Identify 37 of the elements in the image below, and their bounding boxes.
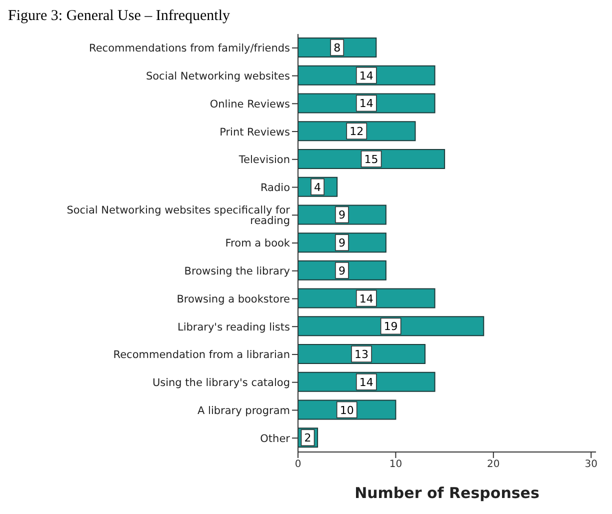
y-tick-label: A library program (198, 404, 290, 417)
x-tick-label: 10 (389, 459, 402, 470)
data-label: 15 (364, 152, 378, 166)
data-label: 9 (338, 264, 346, 278)
data-label: 12 (350, 125, 364, 138)
y-tick-label: Browsing a bookstore (176, 293, 290, 306)
data-label: 9 (338, 236, 346, 250)
y-tick-label: Recommendations from family/friends (89, 42, 290, 55)
y-tick-label: Print Reviews (220, 126, 290, 138)
y-tick-label: Television (238, 154, 290, 166)
y-tick-label: Library's reading lists (177, 321, 290, 334)
x-tick-label: 0 (294, 459, 302, 470)
data-label: 10 (340, 404, 354, 417)
data-label: 2 (304, 432, 312, 445)
data-label: 13 (354, 348, 369, 362)
y-tick-label: Using the library's catalog (152, 377, 290, 390)
bar (298, 316, 484, 336)
y-tick-label: Recommendation from a librarian (113, 349, 290, 362)
y-tick-label: Online Reviews (210, 98, 290, 110)
y-tick-label: Radio (260, 182, 290, 194)
data-label: 19 (384, 320, 398, 334)
data-label: 14 (359, 69, 374, 82)
y-tick-label: Social Networking websites specifically for reading (66, 204, 291, 228)
x-tick-label: 30 (584, 459, 598, 470)
y-tick-label: Social Networking websites (146, 70, 290, 83)
y-tick-label: Browsing the library (184, 266, 290, 278)
x-tick-label: 20 (487, 459, 500, 470)
text: Figure 3: General Use – Infrequently (8, 8, 232, 26)
data-label: 14 (359, 292, 374, 306)
data-label: 14 (359, 376, 374, 389)
y-tick-label: From a book (225, 238, 291, 250)
data-label: 8 (334, 42, 341, 54)
data-label: 9 (338, 208, 346, 222)
x-axis-title: Number of Responses (354, 484, 540, 502)
data-label: 4 (314, 180, 322, 194)
data-label: 14 (359, 97, 374, 110)
y-tick-label: Other (260, 432, 291, 445)
